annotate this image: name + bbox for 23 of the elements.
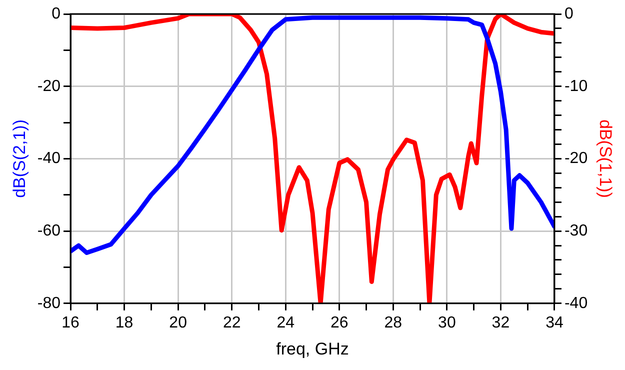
y-tick-label: -20 [37,78,61,95]
y2-tick-label: -30 [564,222,588,240]
x-tick-label: 22 [222,314,241,332]
x-tick-label: 18 [115,314,134,332]
x-tick-label: 24 [276,314,295,332]
x-tick-label: 34 [546,314,564,332]
y-tick-label: -40 [37,150,61,168]
y-tick-label: -80 [37,294,61,312]
y2-tick-label: 0 [564,5,574,22]
y2-tick-label: -20 [564,150,588,168]
y2-axis-title: dB(S(1,1)) [596,119,616,198]
x-tick-label: 20 [169,314,188,332]
y2-tick-label: -40 [564,294,588,312]
x-axis-title: freq, GHz [276,339,349,358]
y-tick-label: -60 [37,222,61,240]
y2-tick-label: -10 [564,78,588,95]
y-axis-title: dB(S(2,1)) [10,119,29,198]
x-tick-label: 26 [330,314,348,332]
x-tick-label: 30 [438,314,456,332]
x-tick-label: 28 [384,314,402,332]
x-tick-label: 16 [62,314,80,332]
y-tick-label: 0 [52,5,61,22]
x-tick-label: 32 [492,314,510,332]
